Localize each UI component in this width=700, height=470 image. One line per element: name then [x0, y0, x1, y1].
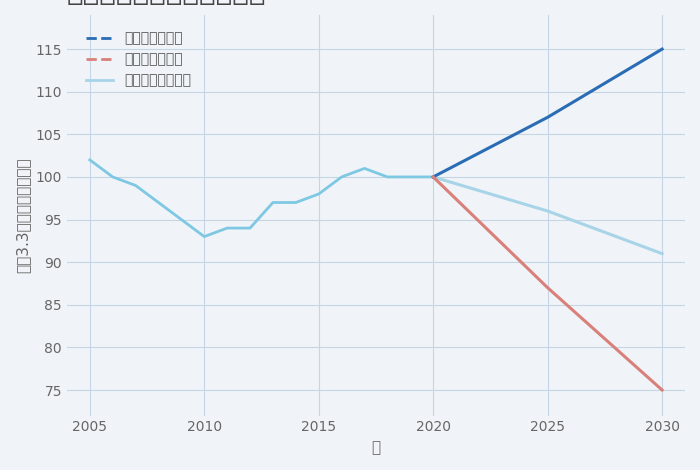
- Legend: グッドシナリオ, バッドシナリオ, ノーマルシナリオ: グッドシナリオ, バッドシナリオ, ノーマルシナリオ: [80, 26, 197, 93]
- Y-axis label: 坪（3.3㎡）単価（万円）: 坪（3.3㎡）単価（万円）: [15, 157, 30, 273]
- X-axis label: 年: 年: [372, 440, 381, 455]
- Text: 中古マンションの価格推移: 中古マンションの価格推移: [67, 0, 267, 6]
